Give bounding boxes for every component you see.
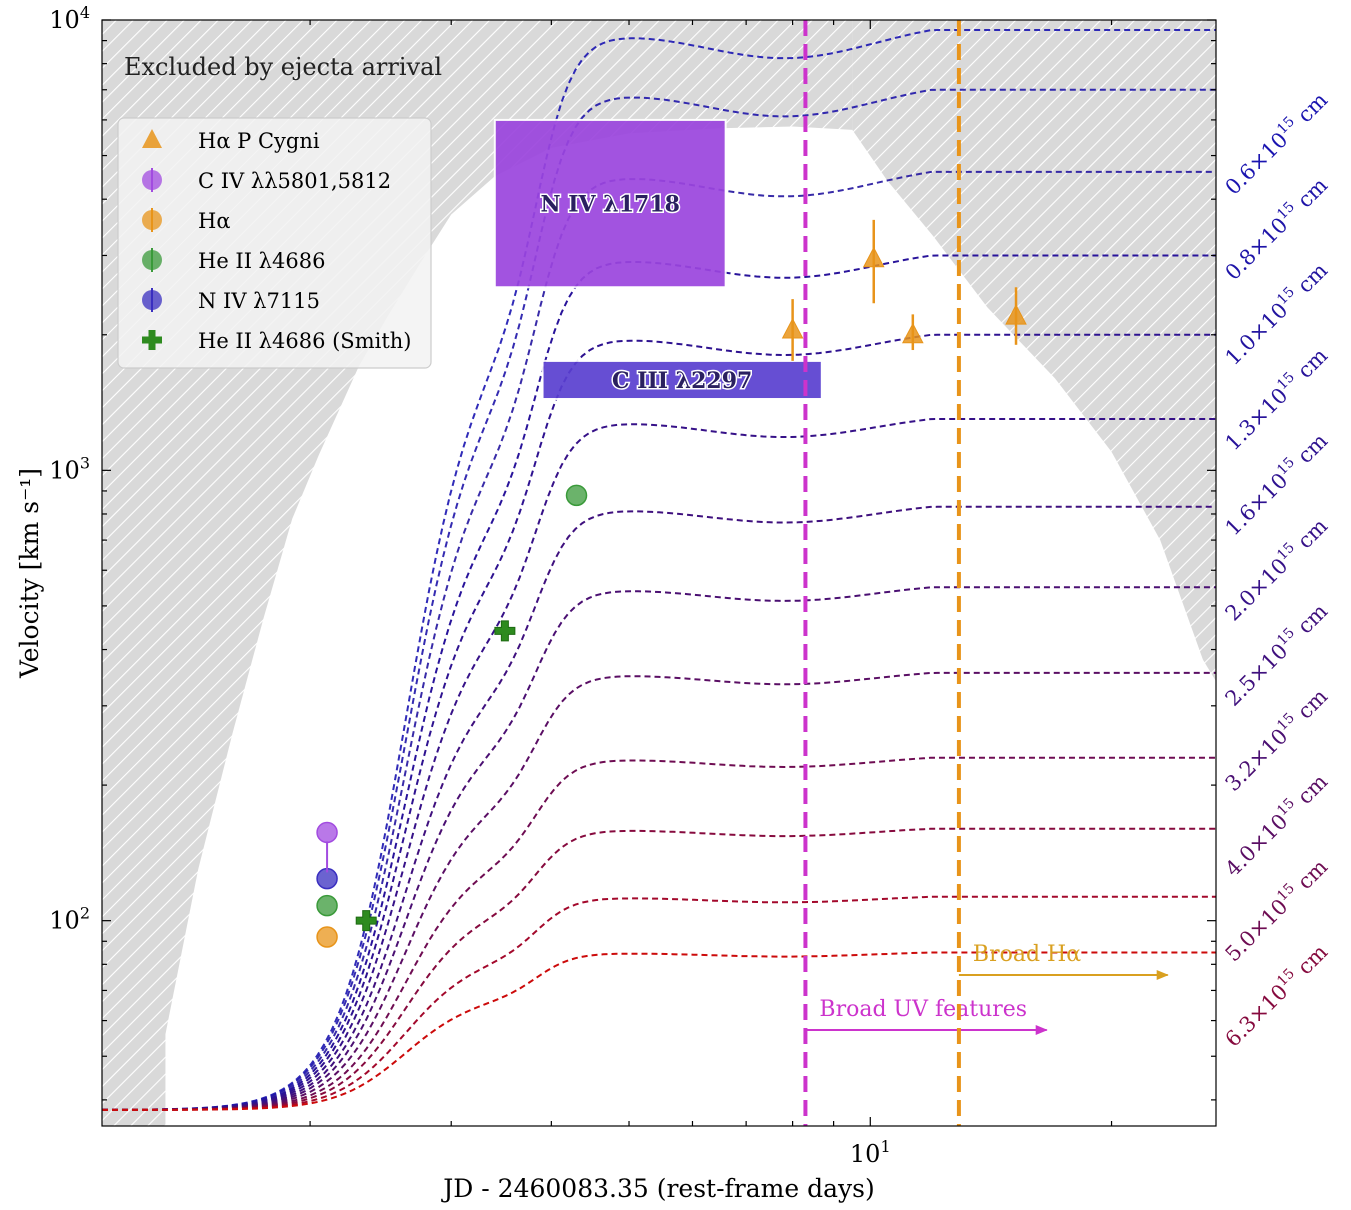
line-box-label: N IV λ1718 bbox=[540, 192, 679, 218]
legend-label: Hα bbox=[198, 209, 231, 233]
plus-point bbox=[355, 910, 377, 932]
radius-curve bbox=[102, 88, 1216, 1111]
legend-label: He II λ4686 bbox=[198, 249, 325, 273]
plot-frame bbox=[101, 19, 1217, 1127]
legend-marker bbox=[142, 290, 162, 310]
legend-marker bbox=[142, 170, 162, 190]
legend-marker bbox=[142, 250, 162, 270]
line-box-label: C III λ2297 bbox=[612, 368, 752, 394]
excluded-region-right-shape bbox=[852, 20, 1216, 682]
x-tick-label: 101 bbox=[850, 1137, 891, 1168]
y-axis-label: Velocity [km s⁻¹] bbox=[15, 468, 44, 679]
radius-curves bbox=[102, 29, 1216, 1111]
circle-point bbox=[316, 926, 338, 948]
circle-point bbox=[316, 821, 338, 844]
radius-curve bbox=[102, 586, 1216, 1111]
line-box bbox=[493, 118, 727, 289]
plus-point bbox=[494, 620, 516, 642]
excluded-region-label: Excluded by ejecta arrival bbox=[124, 53, 442, 81]
radius-curve bbox=[102, 29, 1216, 1111]
triangle-point bbox=[1005, 304, 1027, 325]
x-axis-label: JD - 2460083.35 (rest-frame days) bbox=[440, 1174, 874, 1203]
legend: Hα P Cygni C IV λλ5801,5812 Hα He II λ4686 N… bbox=[117, 117, 432, 369]
radius-curve bbox=[102, 756, 1216, 1111]
radius-curve bbox=[102, 170, 1216, 1111]
radius-labels: 0.6×1015 cm0.8×1015 cm1.0×1015 cm1.3×101… bbox=[1221, 88, 1333, 1052]
epoch-lines: Broad UV features Broad Hα bbox=[803, 20, 1169, 1126]
legend-marker bbox=[142, 330, 162, 350]
radius-curve bbox=[102, 895, 1216, 1111]
radius-curve bbox=[102, 671, 1216, 1111]
legend-label: C IV λλ5801,5812 bbox=[198, 169, 391, 193]
axes: 102 103 104 101 bbox=[49, 3, 1216, 1168]
legend-marker bbox=[142, 129, 162, 148]
circle-point bbox=[565, 484, 588, 507]
radius-curve bbox=[102, 333, 1216, 1111]
radius-curve bbox=[102, 827, 1216, 1111]
legend-marker bbox=[142, 210, 162, 230]
radius-curve bbox=[102, 951, 1216, 1111]
data-points bbox=[316, 219, 1027, 948]
legend-label: He II λ4686 (Smith) bbox=[198, 329, 411, 353]
line-box bbox=[541, 359, 823, 401]
legend-box bbox=[117, 117, 432, 369]
radius-curve bbox=[102, 505, 1216, 1111]
excluded-region-right bbox=[852, 20, 1216, 682]
legend-label: Hα P Cygni bbox=[198, 129, 320, 153]
y-tick-label: 103 bbox=[49, 453, 90, 484]
legend-label: N IV λ7115 bbox=[198, 289, 320, 313]
triangle-point bbox=[781, 317, 804, 339]
triangle-point bbox=[862, 246, 885, 268]
y-tick-label: 104 bbox=[49, 3, 90, 34]
radius-curve bbox=[102, 418, 1216, 1111]
circle-point bbox=[316, 894, 338, 917]
epoch-label: Broad Hα bbox=[973, 942, 1081, 967]
line-boxes: N IV λ1718 C III λ2297 bbox=[493, 118, 823, 401]
triangle-point bbox=[901, 322, 924, 344]
y-tick-label: 102 bbox=[49, 904, 90, 935]
epoch-label: Broad UV features bbox=[819, 997, 1027, 1022]
